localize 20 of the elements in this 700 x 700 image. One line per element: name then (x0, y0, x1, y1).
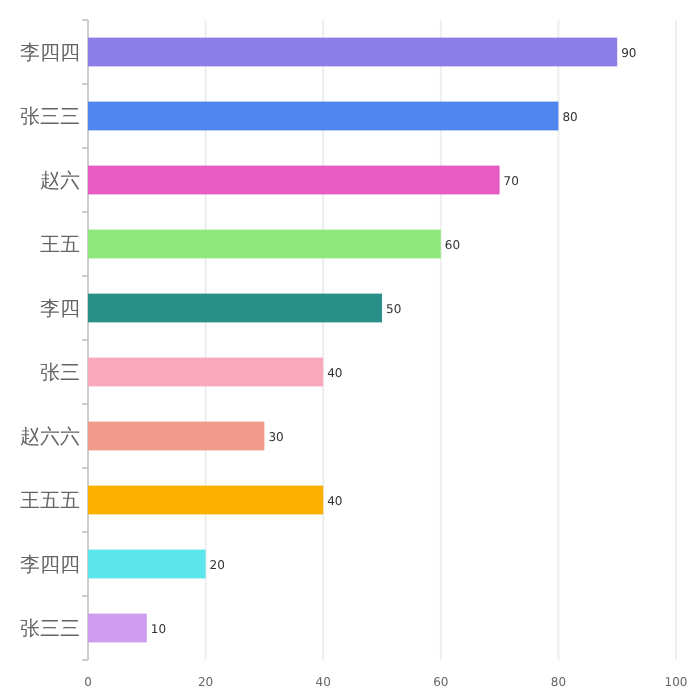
y-tick-label: 张三三 (20, 617, 80, 641)
bar (88, 421, 265, 451)
bar (88, 549, 206, 579)
y-tick-label: 李四四 (20, 41, 80, 65)
y-tick-label: 张三 (40, 361, 80, 385)
bar (88, 357, 324, 387)
y-tick-label: 李四四 (20, 553, 80, 577)
bar (88, 37, 618, 67)
y-tick-label: 王五 (40, 235, 80, 257)
bar (88, 101, 559, 131)
bar (88, 613, 147, 643)
bar (88, 485, 324, 515)
y-tick-label: 张三三 (20, 105, 80, 129)
y-tick-label: 赵六 (40, 169, 80, 193)
bar (88, 293, 382, 323)
y-tick-label: 赵六六 (20, 425, 80, 449)
y-tick-label: 王五五 (20, 491, 80, 513)
bar (88, 165, 500, 195)
bar (88, 229, 441, 259)
y-tick-label: 李四 (40, 297, 80, 321)
